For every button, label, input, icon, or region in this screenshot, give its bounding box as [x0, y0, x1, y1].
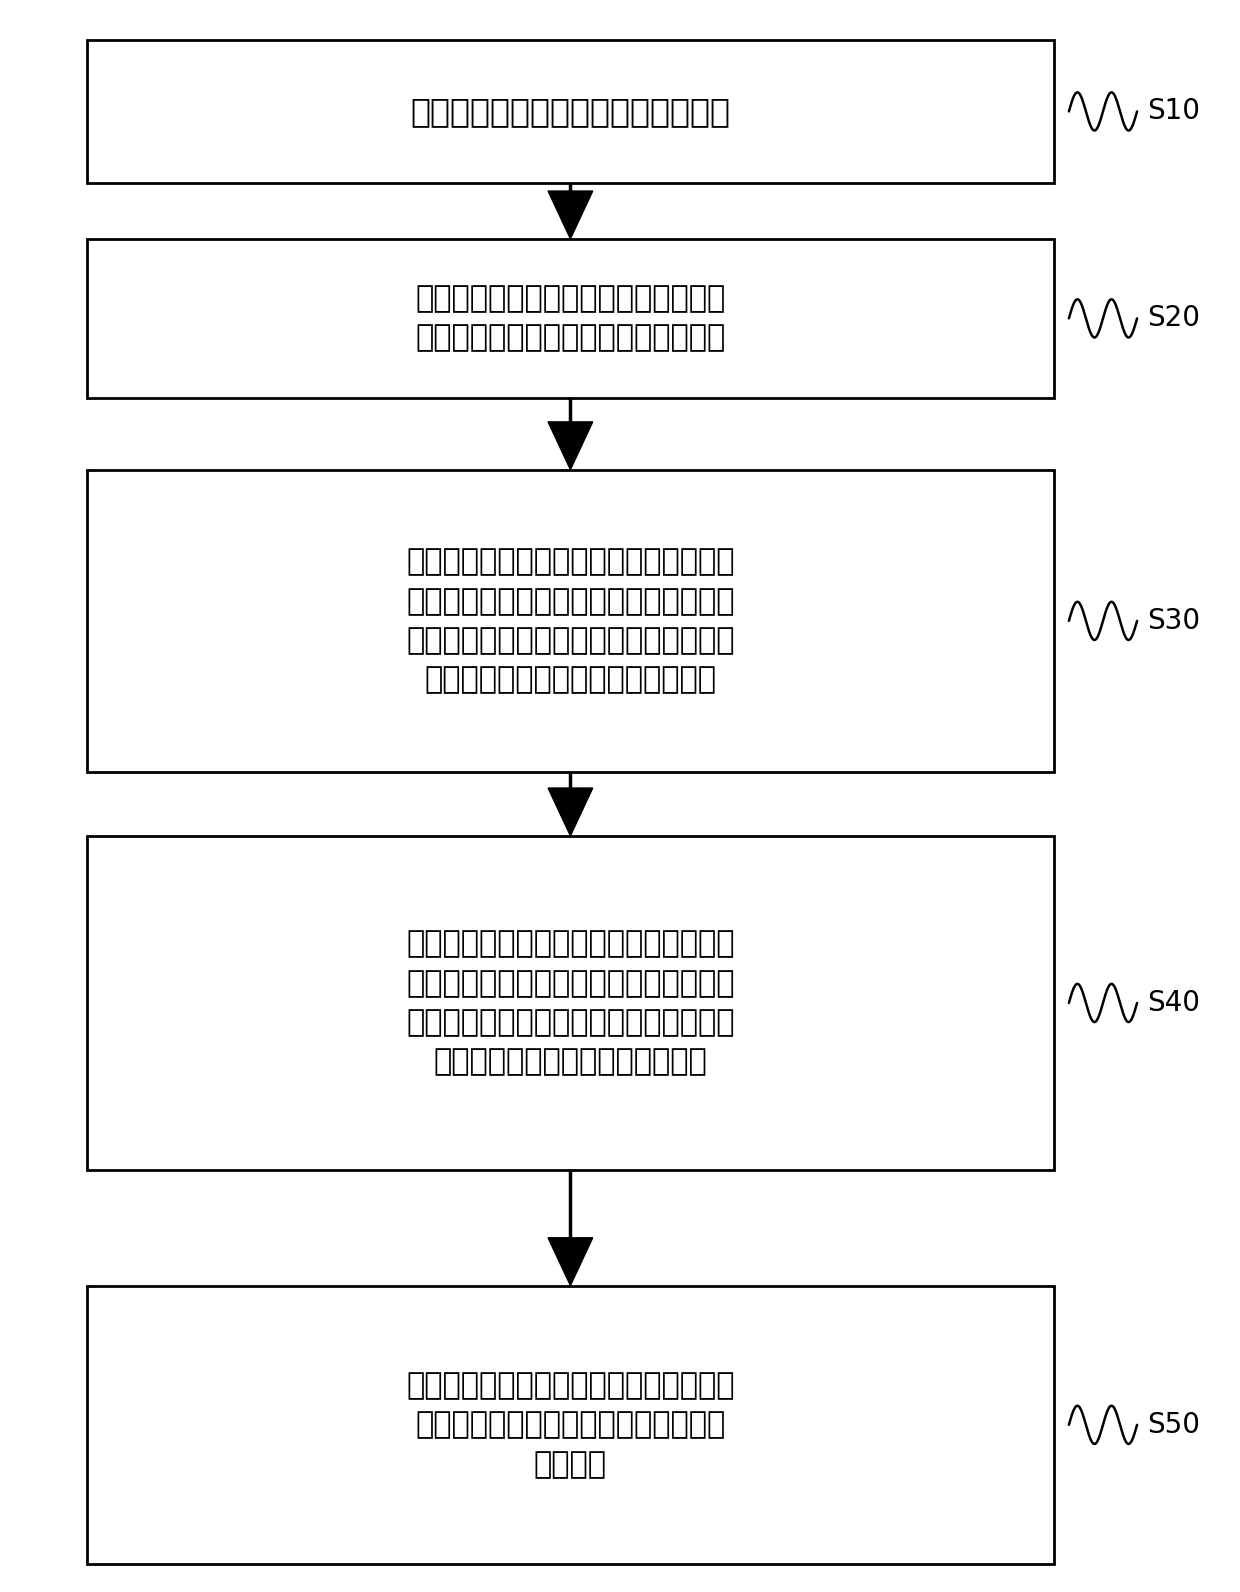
Text: S20: S20 [1147, 304, 1200, 333]
Bar [87, 1286, 1054, 1563]
Text: 仿真系统平台据此生成接收站生产计划，
同时将所有计算结果以图表和可视化的
方式呼现: 仿真系统平台据此生成接收站生产计划， 同时将所有计算结果以图表和可视化的 方式呼… [407, 1371, 734, 1479]
Polygon shape [548, 422, 593, 470]
Bar [87, 470, 1054, 772]
Text: 仿真系统平台根据基础信息、销售计划信
息、船期计划信息和接收站的生产运行信
息进行推演模拟计算当日各个储罐的卸船
计划、计划可外输量和计划外输量: 仿真系统平台根据基础信息、销售计划信 息、船期计划信息和接收站的生产运行信 息进… [407, 930, 734, 1076]
Text: S30: S30 [1147, 607, 1200, 635]
Polygon shape [548, 788, 593, 836]
Text: 在接收站建立现货动态预测调度平台: 在接收站建立现货动态预测调度平台 [410, 96, 730, 127]
Text: 仿真系统平台从气体管理系统终端中实时
读取所有的销售计划信息和船期计划信息
，集散控制系统在指定时间读取接收站的
生产运行信息并上传至仿真系统平台: 仿真系统平台从气体管理系统终端中实时 读取所有的销售计划信息和船期计划信息 ，集… [407, 548, 734, 694]
Bar [87, 239, 1054, 398]
Text: 将接收站生产运行相关的基础信息预先
输入到仿真系统平台的初始参数数据库: 将接收站生产运行相关的基础信息预先 输入到仿真系统平台的初始参数数据库 [415, 285, 725, 352]
Polygon shape [548, 1239, 593, 1286]
Text: S40: S40 [1147, 989, 1200, 1017]
Bar [87, 836, 1054, 1170]
Text: S10: S10 [1147, 97, 1200, 126]
Polygon shape [548, 191, 593, 239]
Text: S50: S50 [1147, 1411, 1200, 1439]
Bar [87, 40, 1054, 183]
